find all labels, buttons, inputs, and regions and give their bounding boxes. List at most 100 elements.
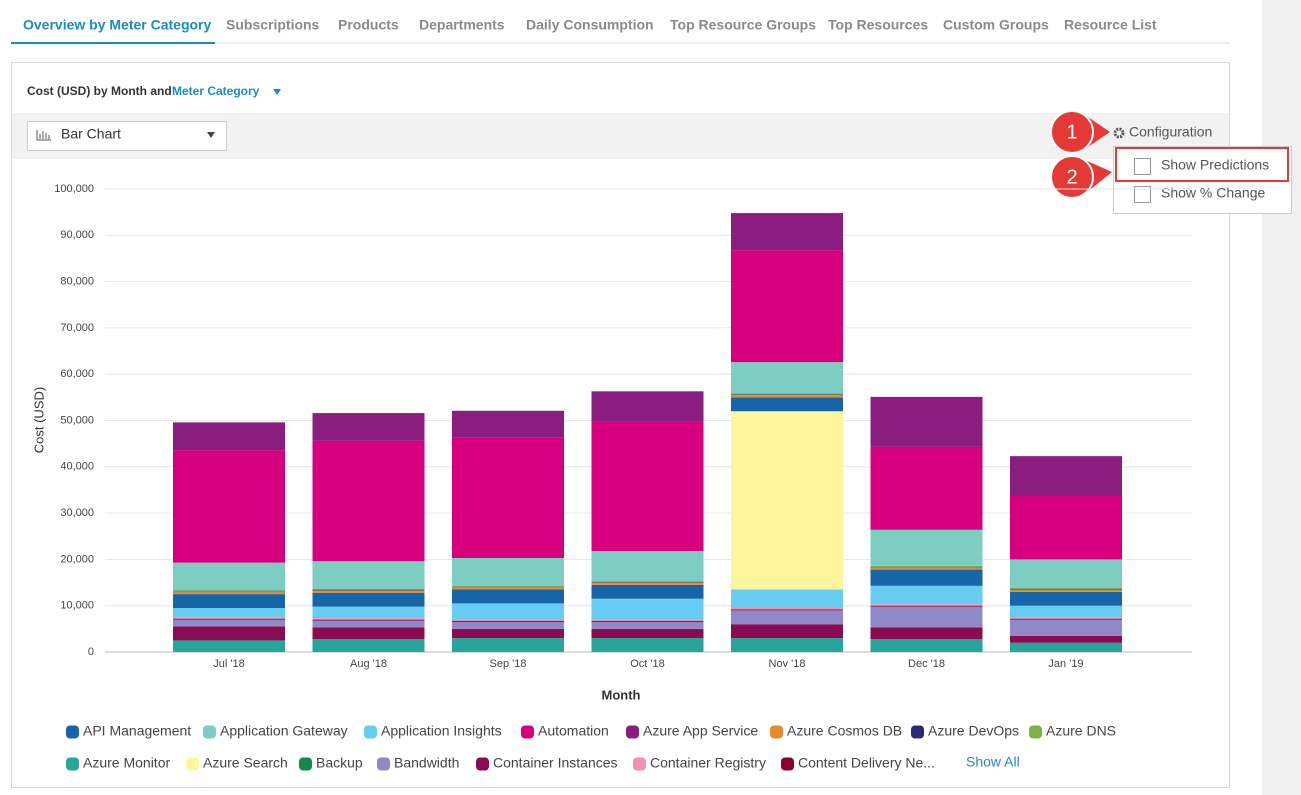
bar-segment[interactable] <box>870 529 983 566</box>
bar-segment[interactable] <box>312 619 425 621</box>
bar-segment[interactable] <box>173 594 285 609</box>
legend-swatch[interactable] <box>1029 725 1042 739</box>
bar-segment[interactable] <box>452 621 564 629</box>
bar-segment[interactable] <box>312 639 425 652</box>
bar-segment[interactable] <box>591 638 704 652</box>
bar-segment[interactable] <box>731 250 843 363</box>
bar-segment[interactable] <box>1010 456 1122 496</box>
bar-segment[interactable] <box>870 396 983 447</box>
tab[interactable]: Daily Consumption <box>526 17 654 33</box>
bar-segment[interactable] <box>173 591 285 595</box>
bar-segment[interactable] <box>591 551 704 582</box>
tab[interactable]: Overview by Meter Category <box>23 17 212 33</box>
bar-segment[interactable] <box>1010 635 1122 643</box>
legend-swatch[interactable] <box>770 725 783 739</box>
legend-label[interactable]: API Management <box>83 723 191 739</box>
bar-segment[interactable] <box>731 610 843 625</box>
bar-segment[interactable] <box>1010 617 1122 619</box>
bar-segment[interactable] <box>870 567 983 570</box>
bar-segment[interactable] <box>173 422 285 451</box>
legend-label[interactable]: Container Instances <box>493 755 618 771</box>
legend-label[interactable]: Content Delivery Ne... <box>798 755 935 771</box>
legend-label[interactable]: Azure DNS <box>1046 723 1116 739</box>
legend-swatch[interactable] <box>186 757 199 771</box>
show-all-link[interactable]: Show All <box>966 754 1020 770</box>
legend-swatch[interactable] <box>521 725 534 739</box>
legend-label[interactable]: Container Registry <box>650 755 766 771</box>
bar-segment[interactable] <box>173 626 285 641</box>
bar-segment[interactable] <box>870 604 983 606</box>
bar-segment[interactable] <box>312 606 425 619</box>
legend-label[interactable]: Automation <box>538 723 609 739</box>
tab[interactable]: Top Resources <box>828 17 928 33</box>
legend-swatch[interactable] <box>911 725 924 739</box>
bar-segment[interactable] <box>591 619 704 621</box>
chart-type-label[interactable]: Bar Chart <box>61 126 121 142</box>
tab[interactable]: Resource List <box>1064 17 1157 33</box>
bar-segment[interactable] <box>452 589 564 604</box>
group-by-arrow[interactable] <box>273 89 281 95</box>
bar-segment[interactable] <box>731 589 843 609</box>
bar-segment[interactable] <box>870 446 983 530</box>
bar-segment[interactable] <box>452 587 564 590</box>
bar-segment[interactable] <box>591 582 704 585</box>
bar-segment[interactable] <box>452 619 564 621</box>
bar-segment[interactable] <box>312 627 425 640</box>
bar-segment[interactable] <box>1010 559 1122 589</box>
checkbox[interactable] <box>1134 186 1151 203</box>
bar-segment[interactable] <box>312 561 425 590</box>
legend-swatch[interactable] <box>66 757 79 771</box>
bar-segment[interactable] <box>1010 618 1122 620</box>
tab[interactable]: Custom Groups <box>943 17 1049 33</box>
bar-segment[interactable] <box>731 411 843 590</box>
bar-segment[interactable] <box>591 620 704 622</box>
legend-label[interactable]: Bandwidth <box>394 755 459 771</box>
bar-segment[interactable] <box>731 609 843 611</box>
checkbox[interactable] <box>1134 158 1151 175</box>
tab[interactable]: Products <box>338 17 399 33</box>
bar-segment[interactable] <box>1010 619 1122 636</box>
bar-segment[interactable] <box>173 618 285 620</box>
bar-segment[interactable] <box>173 562 285 591</box>
legend-swatch[interactable] <box>781 757 794 771</box>
bar-segment[interactable] <box>591 584 704 599</box>
bar-segment[interactable] <box>452 437 564 559</box>
chart-type-dropdown[interactable] <box>27 121 227 151</box>
legend-label[interactable]: Application Insights <box>381 723 502 739</box>
tab[interactable]: Departments <box>419 17 505 33</box>
legend-swatch[interactable] <box>476 757 489 771</box>
bar-segment[interactable] <box>870 605 983 607</box>
bar-segment[interactable] <box>731 213 843 251</box>
legend-swatch[interactable] <box>377 757 390 771</box>
bar-segment[interactable] <box>312 440 425 562</box>
tab[interactable]: Top Resource Groups <box>670 17 816 33</box>
bar-segment[interactable] <box>1010 495 1122 560</box>
legend-swatch[interactable] <box>299 757 312 771</box>
legend-label[interactable]: Azure Cosmos DB <box>787 723 902 739</box>
bar-segment[interactable] <box>452 628 564 639</box>
bar-segment[interactable] <box>173 619 285 627</box>
bar-segment[interactable] <box>452 410 564 438</box>
bar-segment[interactable] <box>731 608 843 610</box>
bar-segment[interactable] <box>173 617 285 619</box>
bar-segment[interactable] <box>452 620 564 622</box>
bar-segment[interactable] <box>591 628 704 639</box>
bar-segment[interactable] <box>1010 589 1122 592</box>
legend-label[interactable]: Azure App Service <box>643 723 758 739</box>
bar-segment[interactable] <box>312 590 425 593</box>
gear-icon[interactable] <box>1113 127 1125 139</box>
bar-segment[interactable] <box>731 362 843 394</box>
bar-segment[interactable] <box>591 421 704 552</box>
bar-segment[interactable] <box>452 638 564 652</box>
bar-segment[interactable] <box>312 620 425 628</box>
legend-swatch[interactable] <box>364 725 377 739</box>
group-by-selector[interactable]: Meter Category <box>172 84 260 98</box>
bar-segment[interactable] <box>731 638 843 652</box>
bar-segment[interactable] <box>591 621 704 629</box>
bar-segment[interactable] <box>870 627 983 640</box>
legend-swatch[interactable] <box>66 725 79 739</box>
bar-segment[interactable] <box>1010 605 1122 618</box>
bar-segment[interactable] <box>1010 591 1122 606</box>
bar-segment[interactable] <box>731 624 843 639</box>
dropdown-arrow[interactable] <box>207 132 215 138</box>
